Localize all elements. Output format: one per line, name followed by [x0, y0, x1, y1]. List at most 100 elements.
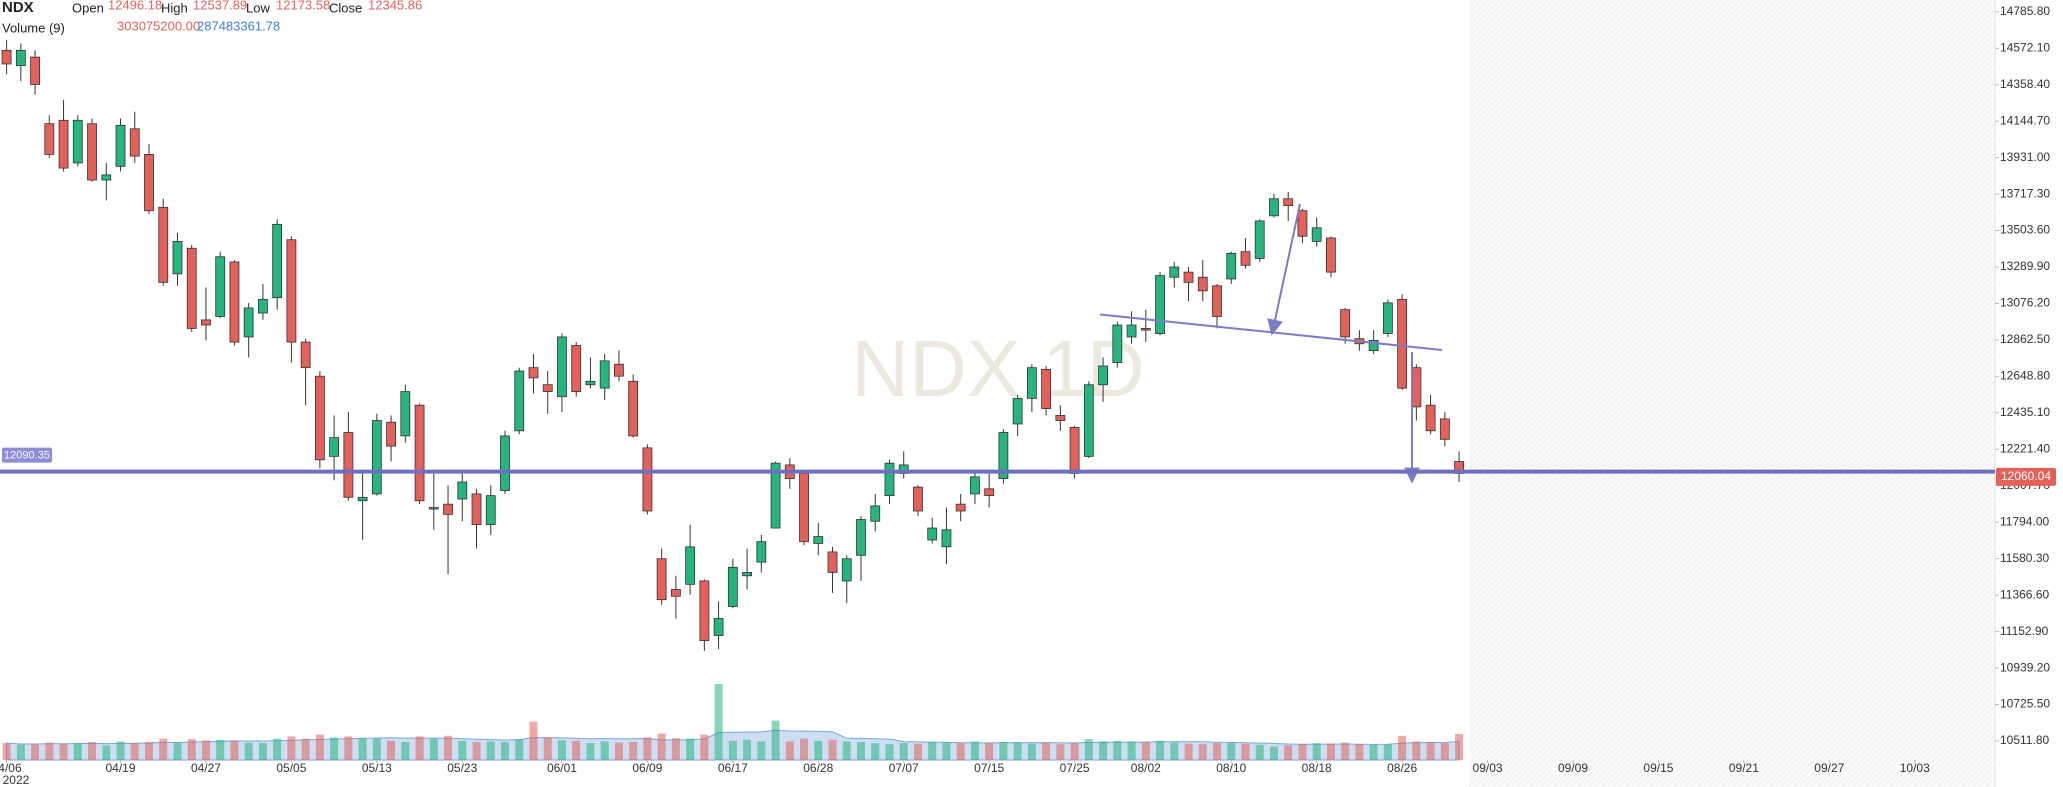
y-tick-label: 11152.90 — [2000, 624, 2049, 638]
candle-body — [314, 375, 325, 461]
volume-bar — [88, 741, 97, 760]
candle-body — [1069, 426, 1080, 474]
volume-bar — [258, 743, 267, 760]
ohlc-label: Open — [72, 0, 104, 15]
candle-body — [1098, 365, 1108, 386]
candle-body — [215, 256, 226, 317]
volume-bar — [1013, 742, 1022, 760]
candle-body — [414, 404, 425, 502]
volume-bar — [429, 738, 438, 760]
candle-body — [1026, 367, 1037, 399]
volume-bar — [1027, 743, 1036, 760]
volume-bar — [743, 739, 752, 760]
x-tick-label: 06/01 — [547, 761, 577, 775]
candle-body — [742, 572, 752, 577]
volume-bar — [1170, 742, 1179, 760]
candle-body — [998, 432, 1009, 479]
candle-body — [1397, 299, 1408, 389]
candle-body — [1169, 266, 1180, 278]
volume-bar — [1269, 746, 1278, 760]
volume-bar — [785, 741, 794, 760]
y-tick-label: 11580.30 — [2000, 551, 2049, 565]
volume-bar — [643, 737, 652, 760]
candle-body — [87, 123, 97, 181]
candle-body — [1283, 198, 1294, 206]
candle-body — [1183, 271, 1194, 283]
candle-body — [685, 546, 696, 585]
volume-bar — [1298, 744, 1307, 760]
candle-body — [300, 341, 311, 369]
y-tick-label: 12648.80 — [2000, 369, 2050, 383]
y-tick-label: 13289.90 — [2000, 259, 2050, 273]
level-label-box — [2, 447, 52, 463]
candle-body — [727, 566, 738, 607]
volume-bar — [899, 743, 908, 760]
candle-body — [15, 49, 26, 67]
volume-bar — [800, 738, 809, 760]
x-tick-label: 07/07 — [889, 761, 919, 775]
ohlc-value: 12345.86 — [368, 0, 422, 12]
candle-body — [599, 360, 610, 389]
candle-body — [970, 476, 980, 495]
candle-body — [827, 551, 838, 573]
candle-body — [870, 505, 881, 522]
candle-body — [1254, 220, 1265, 259]
volume-bar — [31, 744, 40, 760]
volume-bar — [629, 741, 638, 760]
volume-bar — [913, 743, 922, 760]
x-tick-label: 09/27 — [1814, 761, 1844, 775]
volume-bar — [472, 741, 481, 760]
x-tick-label: 07/25 — [1060, 761, 1090, 775]
x-tick-label: 04/27 — [191, 761, 221, 775]
volume-bar — [657, 733, 666, 760]
candle-body — [1340, 309, 1351, 338]
candle-body — [428, 507, 439, 510]
volume-bar — [515, 739, 524, 760]
volume-pane — [2, 684, 1464, 761]
x-tick-label: 10/03 — [1900, 761, 1930, 775]
symbol: NDX — [2, 0, 34, 16]
y-tick-label: 10939.20 — [2000, 660, 2050, 674]
volume-bar — [1213, 743, 1221, 760]
x-tick-label: 05/23 — [447, 761, 477, 775]
y-tick-label: 13931.00 — [2000, 150, 2050, 164]
volume-bar — [700, 734, 709, 760]
volume-bar — [1455, 734, 1464, 760]
y-tick-label: 13503.60 — [2000, 223, 2050, 237]
volume-bar — [230, 740, 239, 760]
volume-bar — [1227, 742, 1236, 760]
volume-bar — [1412, 741, 1421, 760]
candle-body — [144, 153, 154, 212]
candle-body — [101, 174, 112, 181]
candle-body — [186, 247, 197, 329]
y-tick-label: 11794.00 — [2000, 514, 2049, 528]
volume-bar — [1383, 744, 1392, 760]
candle-body — [1425, 404, 1436, 432]
candle-body — [628, 380, 639, 437]
volume-bar — [557, 740, 566, 760]
volume-bar — [1127, 741, 1136, 760]
candle-body — [984, 488, 995, 497]
candle-body — [229, 261, 240, 343]
volume-bar — [1355, 744, 1364, 760]
volume-bar — [301, 738, 310, 760]
x-tick-label: 05/05 — [276, 761, 306, 775]
candle-body — [1439, 418, 1450, 440]
candle-body — [44, 123, 55, 155]
volume-bar — [173, 743, 182, 760]
candle-body — [500, 435, 510, 491]
candle-body — [1297, 210, 1308, 237]
candle-body — [1368, 339, 1379, 352]
volume-bar — [1241, 743, 1250, 760]
candle-body — [756, 541, 767, 563]
candle-body — [1326, 237, 1336, 273]
x-tick-label: 04/06 — [0, 761, 22, 775]
candle-body — [158, 206, 169, 283]
candle-body — [386, 421, 396, 447]
candle-body — [371, 420, 382, 495]
x-tick-label: 08/26 — [1387, 761, 1417, 775]
candle-body — [286, 239, 297, 343]
candle-body — [913, 486, 923, 512]
y-tick-label: 14572.10 — [2000, 40, 2050, 54]
